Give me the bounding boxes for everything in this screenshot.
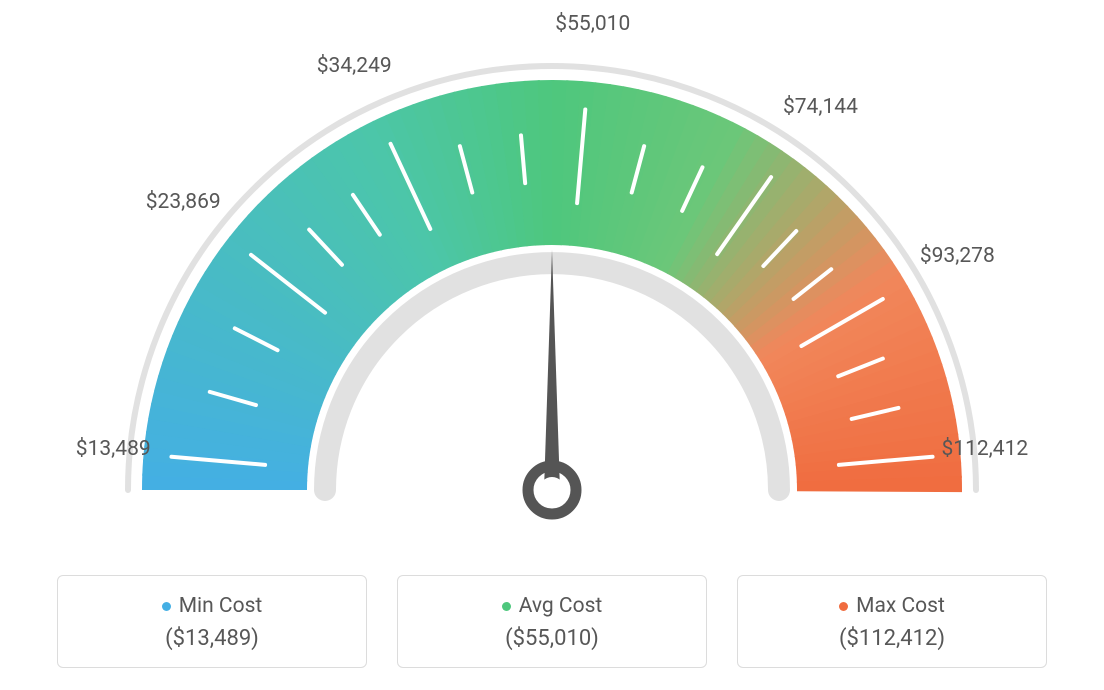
- legend: Min Cost ($13,489) Avg Cost ($55,010) Ma…: [57, 575, 1047, 668]
- legend-title-max: Max Cost: [738, 594, 1046, 618]
- dot-icon: [502, 602, 511, 611]
- gauge-tick-label: $112,412: [941, 437, 1028, 461]
- gauge-tick-label: $93,278: [920, 244, 995, 268]
- legend-card-avg: Avg Cost ($55,010): [397, 575, 707, 668]
- dot-icon: [839, 602, 848, 611]
- gauge-svg: [0, 0, 1104, 560]
- gauge-tick-label: $23,869: [146, 190, 221, 214]
- legend-label: Max Cost: [856, 594, 945, 618]
- legend-title-min: Min Cost: [58, 594, 366, 618]
- legend-value-max: ($112,412): [738, 626, 1046, 651]
- gauge-tick-label: $34,249: [317, 54, 392, 78]
- cost-gauge: $13,489 $23,869 $34,249 $55,010 $74,144 $93,2…: [0, 0, 1104, 560]
- legend-title-avg: Avg Cost: [398, 594, 706, 618]
- legend-value-min: ($13,489): [58, 626, 366, 651]
- gauge-tick-label: $74,144: [783, 95, 858, 119]
- dot-icon: [162, 602, 171, 611]
- legend-label: Min Cost: [179, 594, 263, 618]
- legend-card-min: Min Cost ($13,489): [57, 575, 367, 668]
- legend-value-avg: ($55,010): [398, 626, 706, 651]
- gauge-tick-label: $55,010: [555, 12, 630, 36]
- legend-card-max: Max Cost ($112,412): [737, 575, 1047, 668]
- legend-label: Avg Cost: [519, 594, 603, 618]
- gauge-tick-label: $13,489: [76, 437, 151, 461]
